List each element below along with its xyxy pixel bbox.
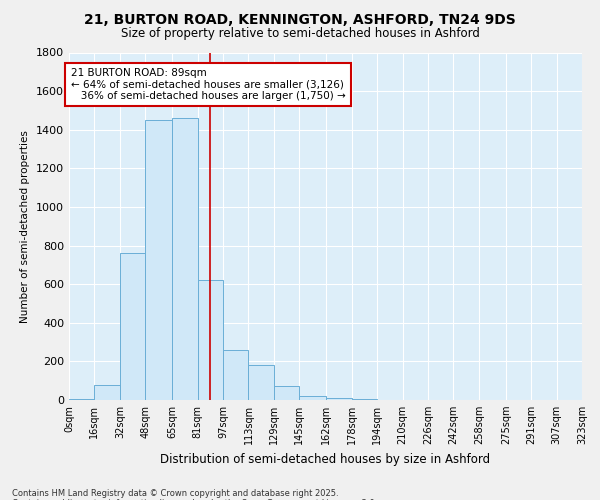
- Bar: [120, 254, 145, 400]
- Text: 21, BURTON ROAD, KENNINGTON, ASHFORD, TN24 9DS: 21, BURTON ROAD, KENNINGTON, ASHFORD, TN…: [84, 12, 516, 26]
- Bar: [352, 399, 377, 400]
- Text: Size of property relative to semi-detached houses in Ashford: Size of property relative to semi-detach…: [121, 28, 479, 40]
- Bar: [299, 396, 326, 400]
- Y-axis label: Number of semi-detached properties: Number of semi-detached properties: [20, 130, 31, 322]
- Bar: [223, 350, 248, 400]
- Bar: [145, 120, 172, 400]
- Bar: [69, 399, 94, 400]
- Bar: [248, 365, 274, 400]
- Text: 21 BURTON ROAD: 89sqm
← 64% of semi-detached houses are smaller (3,126)
   36% o: 21 BURTON ROAD: 89sqm ← 64% of semi-deta…: [71, 68, 346, 101]
- Bar: [274, 386, 299, 400]
- Bar: [172, 118, 197, 400]
- Text: Contains HM Land Registry data © Crown copyright and database right 2025.: Contains HM Land Registry data © Crown c…: [12, 488, 338, 498]
- Bar: [94, 384, 120, 400]
- X-axis label: Distribution of semi-detached houses by size in Ashford: Distribution of semi-detached houses by …: [160, 452, 491, 466]
- Bar: [197, 280, 223, 400]
- Bar: [326, 398, 352, 400]
- Text: Contains public sector information licensed under the Open Government Licence v3: Contains public sector information licen…: [12, 498, 377, 500]
